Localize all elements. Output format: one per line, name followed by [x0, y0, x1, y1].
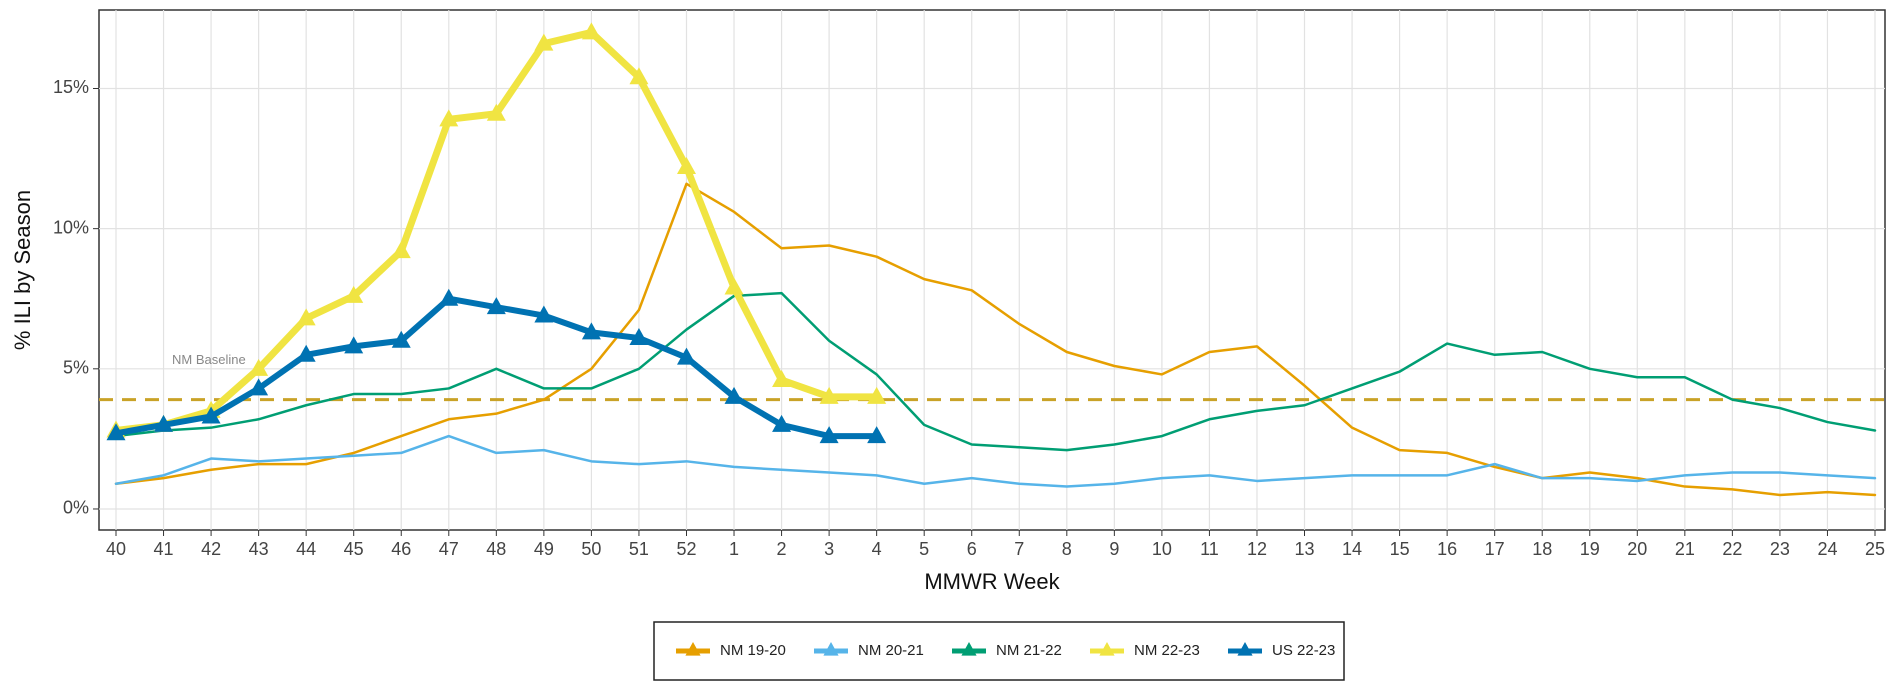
point-marker — [106, 423, 126, 441]
legend-marker — [685, 642, 701, 656]
point-marker — [581, 22, 601, 40]
legend-marker — [1237, 642, 1253, 656]
x-tick-label: 42 — [201, 539, 221, 559]
lines: NM Baseline — [99, 22, 1885, 497]
baseline-label: NM Baseline — [172, 352, 246, 367]
x-tick-label: 4 — [872, 539, 882, 559]
point-marker — [296, 308, 316, 326]
x-tick-label: 50 — [581, 539, 601, 559]
legend-label: NM 20-21 — [858, 642, 924, 659]
x-tick-label: 18 — [1532, 539, 1552, 559]
series-line — [114, 182, 1877, 497]
point-marker — [724, 277, 744, 295]
point-marker — [629, 327, 649, 345]
x-tick-label: 45 — [344, 539, 364, 559]
point-marker — [154, 414, 174, 432]
point-marker — [344, 336, 364, 354]
x-tick-label: 48 — [486, 539, 506, 559]
x-tick-label: 47 — [439, 539, 459, 559]
x-tick-label: 12 — [1247, 539, 1267, 559]
x-tick-label: 21 — [1675, 539, 1695, 559]
x-tick-label: 15 — [1390, 539, 1410, 559]
legend-label: NM 22-23 — [1134, 642, 1200, 659]
x-tick-label: 13 — [1294, 539, 1314, 559]
point-marker — [486, 103, 506, 121]
point-marker — [676, 156, 696, 174]
x-tick-label: 7 — [1014, 539, 1024, 559]
x-tick-label: 10 — [1152, 539, 1172, 559]
x-tick-label: 49 — [534, 539, 554, 559]
x-tick-label: 52 — [676, 539, 696, 559]
point-marker — [201, 406, 221, 424]
x-tick-label: 20 — [1627, 539, 1647, 559]
point-marker — [772, 370, 792, 388]
legend-label: NM 19-20 — [720, 642, 786, 659]
y-tick-label: 15% — [53, 77, 89, 97]
grid: 0%5%10%15%40 41 42 43 44 45 46 47 48 49 50 51 52 1 2 3 4… — [53, 10, 1885, 559]
point-marker — [724, 386, 744, 404]
x-tick-label: 19 — [1580, 539, 1600, 559]
point-marker — [581, 322, 601, 340]
point-marker — [867, 386, 887, 404]
x-tick-label: 24 — [1817, 539, 1837, 559]
x-tick-label: 14 — [1342, 539, 1362, 559]
x-tick-label: 5 — [919, 539, 929, 559]
legend-marker — [823, 642, 839, 656]
legend-marker — [1099, 642, 1115, 656]
point-marker — [676, 347, 696, 365]
x-tick-label: 8 — [1062, 539, 1072, 559]
x-tick-label: 3 — [824, 539, 834, 559]
y-tick-label: 10% — [53, 217, 89, 237]
x-tick-label: 17 — [1485, 539, 1505, 559]
x-tick-label: 23 — [1770, 539, 1790, 559]
legend: NM 19-20 NM 20-21 NM 21-22 NM 22-23 US 22-23 — [676, 642, 1335, 659]
point-marker — [486, 297, 506, 315]
point-marker — [296, 344, 316, 362]
legend-label: US 22-23 — [1272, 642, 1335, 659]
point-marker — [819, 426, 839, 444]
point-marker — [534, 305, 554, 323]
legend-label: NM 21-22 — [996, 642, 1062, 659]
x-tick-label: 9 — [1109, 539, 1119, 559]
x-tick-label: 11 — [1200, 539, 1219, 559]
point-marker — [391, 330, 411, 348]
x-tick-label: 2 — [777, 539, 787, 559]
point-marker — [439, 109, 459, 127]
series-line — [114, 434, 1877, 488]
point-marker — [819, 386, 839, 404]
x-tick-label: 41 — [154, 539, 174, 559]
x-tick-label: 46 — [391, 539, 411, 559]
x-tick-label: 40 — [106, 539, 126, 559]
series-line — [114, 291, 1877, 452]
x-tick-label: 1 — [729, 539, 739, 559]
x-tick-label: 44 — [296, 539, 316, 559]
point-marker — [249, 378, 269, 396]
y-axis-title: % ILI by Season — [10, 190, 35, 350]
point-marker — [249, 358, 269, 376]
x-tick-label: 22 — [1722, 539, 1742, 559]
x-tick-label: 51 — [629, 539, 649, 559]
plot-frame — [98, 9, 1886, 531]
point-marker — [391, 241, 411, 259]
x-tick-label: 43 — [249, 539, 269, 559]
x-tick-label: 16 — [1437, 539, 1457, 559]
x-tick-label: 6 — [967, 539, 977, 559]
legend-marker — [961, 642, 977, 656]
x-axis-title: MMWR Week — [924, 569, 1060, 594]
point-marker — [344, 285, 364, 303]
point-marker — [772, 414, 792, 432]
y-tick-label: 5% — [63, 358, 89, 378]
x-tick-label: 25 — [1865, 539, 1885, 559]
y-tick-label: 0% — [63, 498, 89, 518]
point-marker — [439, 288, 459, 306]
point-marker — [629, 67, 649, 85]
point-marker — [867, 426, 887, 444]
point-marker — [534, 33, 554, 51]
